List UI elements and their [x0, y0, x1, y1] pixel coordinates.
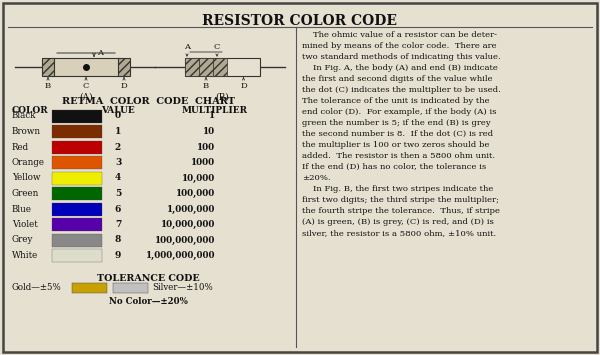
- Text: 9: 9: [115, 251, 121, 260]
- Text: C: C: [214, 43, 220, 51]
- Text: (A): (A): [79, 93, 93, 102]
- Text: RETMA  COLOR  CODE  CHART: RETMA COLOR CODE CHART: [62, 97, 235, 106]
- Text: 4: 4: [115, 174, 121, 182]
- Text: (B): (B): [215, 93, 229, 102]
- Bar: [52, 202, 102, 215]
- Bar: [52, 156, 102, 169]
- Text: Red: Red: [12, 142, 29, 152]
- Bar: [185, 58, 199, 76]
- Bar: [185, 58, 260, 76]
- Bar: [52, 58, 120, 76]
- Text: Green: Green: [12, 189, 40, 198]
- Text: 10,000: 10,000: [182, 174, 215, 182]
- Bar: [213, 58, 227, 76]
- Text: B: B: [45, 82, 51, 90]
- Text: 2: 2: [115, 142, 121, 152]
- Text: TOLERANCE CODE: TOLERANCE CODE: [97, 274, 199, 283]
- Text: Black: Black: [12, 111, 37, 120]
- Bar: [52, 218, 102, 231]
- Text: 3: 3: [115, 158, 121, 167]
- Text: Brown: Brown: [12, 127, 41, 136]
- Text: C: C: [83, 82, 89, 90]
- Text: D: D: [121, 82, 127, 90]
- Bar: [52, 249, 102, 262]
- Text: 7: 7: [115, 220, 121, 229]
- Text: 0: 0: [115, 111, 121, 120]
- Text: Gold—±5%: Gold—±5%: [12, 284, 62, 293]
- Text: Violet: Violet: [12, 220, 38, 229]
- Text: 1,000,000,000: 1,000,000,000: [146, 251, 215, 260]
- Text: 1000: 1000: [191, 158, 215, 167]
- Bar: [52, 234, 102, 246]
- Text: Blue: Blue: [12, 204, 32, 213]
- Text: B: B: [203, 82, 209, 90]
- Text: A: A: [184, 43, 190, 51]
- Text: COLOR: COLOR: [12, 106, 49, 115]
- Bar: [52, 141, 102, 153]
- Text: 8: 8: [115, 235, 121, 245]
- Bar: [52, 125, 102, 138]
- Bar: [113, 283, 148, 293]
- Text: White: White: [12, 251, 38, 260]
- Text: Orange: Orange: [12, 158, 45, 167]
- Bar: [118, 58, 130, 76]
- Bar: [52, 109, 102, 122]
- Text: 100: 100: [197, 142, 215, 152]
- Text: Grey: Grey: [12, 235, 34, 245]
- Bar: [199, 58, 213, 76]
- Bar: [52, 187, 102, 200]
- Text: RESISTOR COLOR CODE: RESISTOR COLOR CODE: [203, 14, 398, 28]
- Text: D: D: [240, 82, 247, 90]
- Text: Silver—±10%: Silver—±10%: [152, 284, 213, 293]
- Text: 100,000,000: 100,000,000: [155, 235, 215, 245]
- Text: 10,000,000: 10,000,000: [161, 220, 215, 229]
- Text: 6: 6: [115, 204, 121, 213]
- Text: Yellow: Yellow: [12, 174, 41, 182]
- Text: MULTIPLIER: MULTIPLIER: [182, 106, 248, 115]
- Text: A: A: [97, 49, 103, 57]
- Text: 1,000,000: 1,000,000: [167, 204, 215, 213]
- Text: 5: 5: [115, 189, 121, 198]
- Text: 1: 1: [115, 127, 121, 136]
- Bar: [72, 283, 107, 293]
- Text: 1: 1: [209, 111, 215, 120]
- Text: 10: 10: [203, 127, 215, 136]
- Bar: [52, 171, 102, 185]
- Text: No Color—±20%: No Color—±20%: [109, 297, 187, 306]
- Text: 100,000: 100,000: [176, 189, 215, 198]
- Text: The ohmic value of a resistor can be deter-
mined by means of the color code.  T: The ohmic value of a resistor can be det…: [302, 31, 501, 237]
- Bar: [42, 58, 54, 76]
- Text: VALUE: VALUE: [101, 106, 135, 115]
